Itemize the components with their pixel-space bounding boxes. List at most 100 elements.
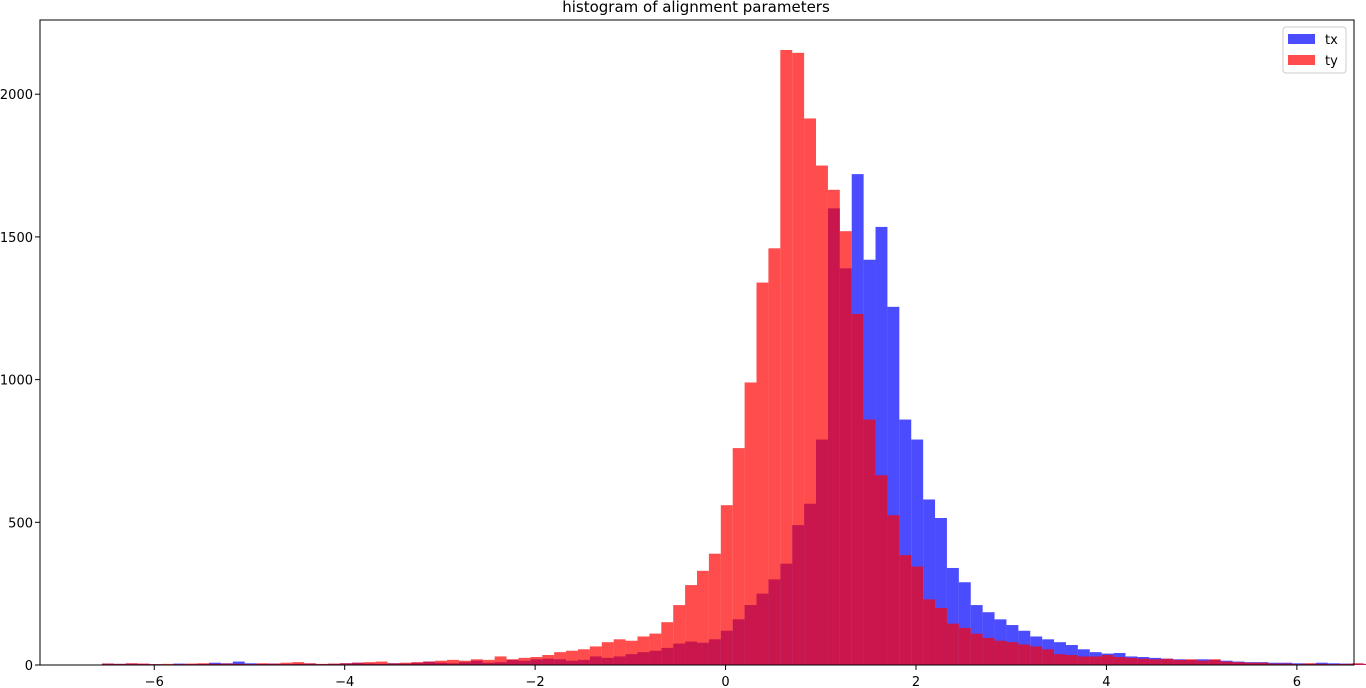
bar-ty (768, 248, 781, 665)
bar-ty (1184, 659, 1197, 665)
x-tick-label: −2 (526, 675, 545, 688)
bar-ty (387, 663, 400, 665)
bar-ty (661, 622, 674, 665)
bar-ty (625, 640, 638, 665)
bar-ty (220, 663, 233, 665)
bar-ty (637, 636, 650, 665)
bar-tx (946, 567, 959, 665)
bar-ty (399, 662, 412, 665)
bar-ty (792, 52, 805, 665)
bar-tx (1054, 642, 1066, 665)
bar-ty (125, 663, 138, 665)
bar-ty (1232, 662, 1245, 665)
bar-tx (899, 419, 912, 665)
bar-ty (994, 640, 1007, 665)
bar-ty (470, 659, 483, 665)
bar-ty (732, 448, 745, 665)
x-tick-label: 4 (1102, 675, 1110, 688)
y-tick-label: 1500 (0, 231, 33, 246)
bar-ty (851, 313, 864, 665)
bar-ty (185, 663, 198, 665)
bar-ty (899, 555, 912, 665)
bar-ty (1054, 654, 1066, 665)
bar-ty (601, 642, 614, 665)
bar-ty (1089, 656, 1102, 665)
bar-ty (458, 660, 471, 665)
legend-label-ty: ty (1325, 54, 1338, 69)
bar-ty (1339, 663, 1352, 665)
bar-ty (1173, 659, 1185, 665)
bar-ty (1220, 661, 1233, 665)
legend-label-tx: tx (1325, 33, 1338, 48)
y-tick-label: 1000 (0, 374, 33, 389)
bar-ty (304, 663, 317, 665)
bar-ty (958, 627, 971, 665)
bar-ty (935, 607, 947, 665)
bar-ty (1363, 664, 1366, 665)
x-tick-label: −4 (335, 675, 354, 688)
bar-ty (1077, 656, 1090, 665)
bar-ty (982, 637, 995, 665)
bar-ty (494, 656, 507, 665)
bar-ty (435, 660, 448, 665)
bar-ty (1137, 658, 1150, 665)
bar-ty (697, 570, 709, 665)
bar-ty (589, 646, 602, 665)
bar-ty (137, 663, 150, 665)
bar-ty (1315, 663, 1328, 665)
bar-ty (839, 231, 852, 665)
bar-tx (911, 439, 924, 665)
bar-ty (280, 662, 293, 665)
bar-ty (1304, 663, 1316, 665)
bars-layer (101, 49, 1366, 666)
axes-background (40, 20, 1354, 665)
bar-ty (316, 663, 329, 665)
y-tick-label: 2000 (0, 88, 33, 103)
y-tick-label: 500 (8, 516, 33, 531)
bar-ty (780, 49, 793, 666)
bar-ty (351, 662, 364, 665)
bar-ty (1018, 644, 1031, 665)
bar-ty (1196, 660, 1209, 665)
x-axis: −6 −4 −2 0 2 4 6 (145, 665, 1301, 688)
bar-ty (101, 663, 114, 665)
bar-ty (542, 655, 555, 665)
legend-swatch-ty (1288, 55, 1315, 65)
bar-ty (1351, 663, 1364, 665)
bar-ty (363, 662, 376, 665)
bar-ty (804, 118, 817, 665)
bar-ty (328, 663, 340, 665)
bar-ty (518, 657, 531, 665)
bar-ty (720, 505, 733, 665)
bar-ty (1244, 662, 1257, 665)
bar-ty (1149, 659, 1162, 665)
bar-ty (256, 663, 269, 665)
bar-tx (887, 306, 900, 665)
y-axis: 0 500 1000 1500 2000 (0, 88, 40, 674)
bar-ty (708, 553, 721, 665)
bar-ty (209, 663, 221, 665)
bar-ty (197, 663, 210, 665)
bar-ty (375, 661, 388, 665)
x-tick-label: 6 (1293, 675, 1301, 688)
bar-ty (1006, 642, 1019, 665)
bar-ty (1256, 662, 1269, 665)
bar-ty (1065, 655, 1078, 665)
bar-ty (875, 475, 888, 665)
bar-tx (875, 226, 888, 665)
legend: tx ty (1282, 26, 1347, 74)
bar-ty (1268, 663, 1281, 665)
bar-ty (506, 659, 519, 665)
bar-ty (423, 661, 436, 665)
bar-ty (1280, 663, 1293, 665)
bar-ty (411, 662, 424, 665)
plot-area (39, 19, 1366, 666)
bar-ty (339, 663, 352, 665)
bar-tx (923, 499, 936, 665)
x-tick-label: 0 (721, 675, 729, 688)
bar-ty (577, 649, 590, 665)
bar-ty (863, 419, 876, 665)
bar-ty (923, 599, 936, 665)
bar-tx (958, 582, 971, 665)
bar-ty (649, 633, 662, 665)
